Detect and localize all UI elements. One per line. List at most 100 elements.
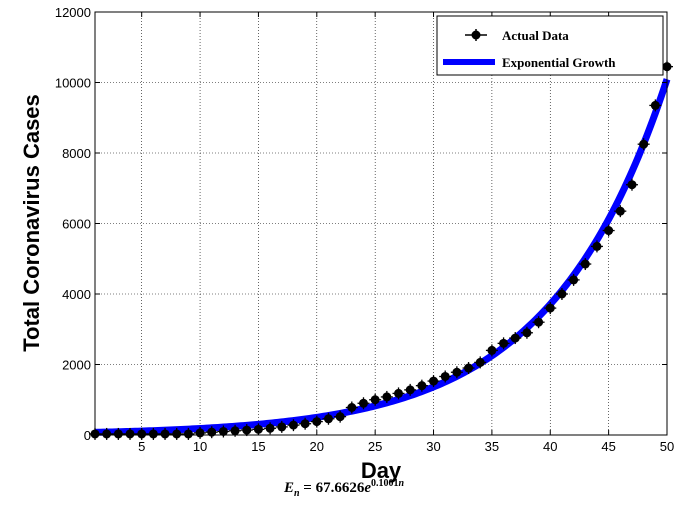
data-point-dot (464, 363, 474, 373)
data-point-dot (394, 388, 404, 398)
data-point-dot (615, 206, 625, 216)
actual-data-point (602, 224, 615, 237)
actual-data-point (497, 337, 510, 350)
data-point-dot (417, 381, 427, 391)
actual-data-point (520, 326, 533, 339)
equation-lhs-sub: n (293, 488, 300, 499)
y-tick-label: 8000 (62, 146, 91, 161)
actual-data-point (392, 387, 405, 400)
data-point-dot (487, 345, 497, 355)
actual-data-point (532, 316, 545, 329)
x-tick-label: 5 (138, 439, 145, 454)
actual-data-point (439, 370, 452, 383)
data-point-dot (370, 395, 380, 405)
data-point-dot (347, 403, 357, 413)
actual-data-point (380, 390, 393, 403)
grid-lines (95, 12, 667, 435)
data-point-dot (580, 259, 590, 269)
actual-data-point (322, 412, 335, 425)
axis-ticks (95, 11, 668, 436)
legend-box (436, 15, 664, 76)
y-tick-label: 12000 (55, 5, 91, 20)
actual-data-point (404, 383, 417, 396)
actual-data-point (625, 178, 638, 191)
data-point-dot (405, 385, 415, 395)
data-point-dot (335, 412, 345, 422)
actual-data-point (357, 397, 370, 410)
equation-exponent-value: 0.1001 (371, 478, 399, 489)
actual-data-point (544, 302, 557, 315)
legend-label-actual: Actual Data (502, 28, 569, 43)
data-point-dot (534, 317, 544, 327)
actual-data-point (182, 427, 195, 440)
actual-data-point (450, 366, 463, 379)
data-point-dot (569, 275, 579, 285)
data-point-dot (218, 426, 228, 436)
actual-data-point (264, 422, 277, 435)
equation-exponent-var: n (398, 478, 405, 489)
actual-data-point (427, 375, 440, 388)
actual-data-point (485, 344, 498, 357)
equation-exponent: 0.1001n (371, 478, 404, 489)
x-tick-label: 50 (660, 439, 674, 454)
actual-data-point (579, 258, 592, 271)
actual-data-point (462, 362, 475, 375)
y-tick-label: 0 (84, 428, 91, 443)
data-point-dot (113, 429, 123, 439)
actual-data-point (205, 426, 218, 439)
actual-data-point (170, 427, 183, 440)
equation-base: e (364, 480, 371, 496)
data-point-dot (242, 425, 252, 435)
data-point-dot (277, 422, 287, 432)
data-point-dot (510, 333, 520, 343)
data-point-dot (160, 429, 170, 439)
data-point-dot (452, 367, 462, 377)
y-tick-label: 4000 (62, 287, 91, 302)
actual-data-point (240, 424, 253, 437)
data-point-dot (172, 429, 182, 439)
equation-lhs-var: E (283, 480, 294, 496)
actual-data-point (474, 356, 487, 369)
equation-coefficient: = 67.6626 (299, 480, 365, 496)
actual-data-point (112, 427, 125, 440)
actual-data-point (509, 332, 522, 345)
data-point-dot (265, 423, 275, 433)
actual-data-point (334, 410, 347, 423)
x-tick-labels: 5 10 15 20 25 30 35 40 45 50 (138, 439, 674, 454)
actual-data-point (287, 419, 300, 432)
y-tick-label: 6000 (62, 217, 91, 232)
data-point-dot (253, 424, 263, 434)
data-point-dot (604, 226, 614, 236)
actual-data-point (369, 393, 382, 406)
actual-data-point (299, 417, 312, 430)
data-point-dot (545, 303, 555, 313)
x-tick-label: 20 (310, 439, 324, 454)
legend: Actual Data Exponential Growth (436, 15, 664, 76)
actual-data-point (614, 205, 627, 218)
actual-data-point (159, 427, 172, 440)
actual-data-series (89, 60, 673, 440)
actual-data-point (310, 415, 323, 428)
x-tick-label: 45 (601, 439, 615, 454)
y-tick-labels: 0 2000 4000 6000 8000 10000 12000 (55, 5, 91, 443)
data-point-dot (102, 429, 112, 439)
data-point-dot (230, 426, 240, 436)
actual-data-point (124, 427, 137, 440)
legend-label-exponential: Exponential Growth (502, 55, 616, 70)
actual-data-point (649, 99, 662, 112)
y-tick-label: 2000 (62, 358, 91, 373)
data-point-dot (429, 376, 439, 386)
legend-marker-dot (471, 30, 481, 40)
data-point-dot (557, 289, 567, 299)
x-tick-label: 25 (368, 439, 382, 454)
data-point-dot (650, 100, 660, 110)
data-point-dot (148, 429, 158, 439)
model-equation: En = 67.6626e0.1001n (0, 478, 688, 499)
data-point-dot (499, 338, 509, 348)
y-axis-title: Total Coronavirus Cases (19, 94, 44, 352)
data-point-dot (312, 417, 322, 427)
actual-data-point (100, 427, 113, 440)
actual-data-point (567, 273, 580, 286)
actual-data-point (637, 138, 650, 151)
